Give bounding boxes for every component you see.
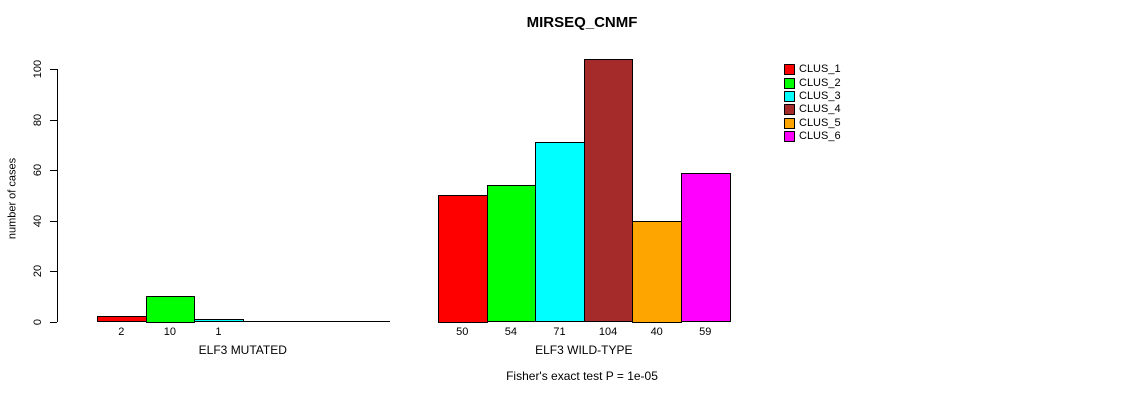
footnote-fisher-test: Fisher's exact test P = 1e-05 <box>506 369 658 383</box>
legend-label: CLUS_6 <box>799 130 841 143</box>
bar-zero-clus_4 <box>242 321 293 322</box>
legend-swatch-icon <box>784 104 795 116</box>
y-tick-mark <box>50 271 57 272</box>
y-tick-mark <box>50 119 57 121</box>
legend-label: CLUS_1 <box>799 63 841 76</box>
y-tick-mark <box>50 69 57 70</box>
bar-value-label: 50 <box>456 326 469 338</box>
group-label: ELF3 MUTATED <box>198 343 287 357</box>
bar-clus_3 <box>535 142 585 323</box>
bar-value-label: 2 <box>118 326 125 338</box>
bar-clus_5 <box>632 220 682 323</box>
bar-clus_2 <box>145 296 196 323</box>
bar-value-label: 40 <box>650 326 663 338</box>
bar-zero-clus_5 <box>291 321 341 322</box>
bar-value-label: 71 <box>553 326 566 338</box>
y-tick-label: 100 <box>32 59 44 79</box>
legend: CLUS_1 CLUS_2 CLUS_3 CLUS_4 CLUS_5 CLUS_6 <box>784 63 841 143</box>
bar-clus_6 <box>681 172 731 323</box>
legend-item-clus_5: CLUS_5 <box>784 117 841 130</box>
bar-clus_2 <box>486 185 537 323</box>
legend-swatch-icon <box>784 77 795 89</box>
y-axis-line <box>57 68 58 322</box>
legend-label: CLUS_2 <box>799 76 841 89</box>
legend-item-clus_4: CLUS_4 <box>784 103 841 116</box>
bar-value-label: 54 <box>504 326 518 338</box>
y-tick-label: 40 <box>32 214 44 227</box>
bar-clus_1 <box>97 316 147 323</box>
bar-clus_4 <box>583 58 634 323</box>
legend-swatch-icon <box>784 117 795 129</box>
legend-item-clus_3: CLUS_3 <box>784 90 841 103</box>
legend-swatch-icon <box>784 131 795 143</box>
y-tick-label: 60 <box>32 163 44 177</box>
bar-clus_1 <box>438 195 488 323</box>
y-tick-mark <box>50 220 57 222</box>
group-label: ELF3 WILD-TYPE <box>535 343 633 357</box>
bar-value-label: 1 <box>215 326 222 338</box>
y-tick-mark <box>50 321 57 323</box>
y-axis-label: number of cases <box>6 157 19 240</box>
y-tick-label: 20 <box>32 264 44 278</box>
chart-title: MIRSEQ_CNMF <box>526 14 638 31</box>
y-tick-label: 0 <box>32 318 44 325</box>
bar-zero-clus_6 <box>340 321 390 322</box>
y-tick-mark <box>50 170 57 171</box>
legend-item-clus_6: CLUS_6 <box>784 130 841 143</box>
bar-clus_3 <box>194 318 244 323</box>
legend-swatch-icon <box>784 90 795 102</box>
legend-swatch-icon <box>784 64 795 76</box>
legend-label: CLUS_5 <box>799 116 841 129</box>
legend-item-clus_1: CLUS_1 <box>784 63 841 76</box>
bar-value-label: 10 <box>163 326 177 338</box>
legend-item-clus_2: CLUS_2 <box>784 76 841 89</box>
bar-value-label: 104 <box>598 326 618 338</box>
y-tick-label: 80 <box>32 113 44 126</box>
legend-label: CLUS_4 <box>799 103 841 116</box>
bar-value-label: 59 <box>699 326 712 338</box>
legend-label: CLUS_3 <box>799 89 841 102</box>
